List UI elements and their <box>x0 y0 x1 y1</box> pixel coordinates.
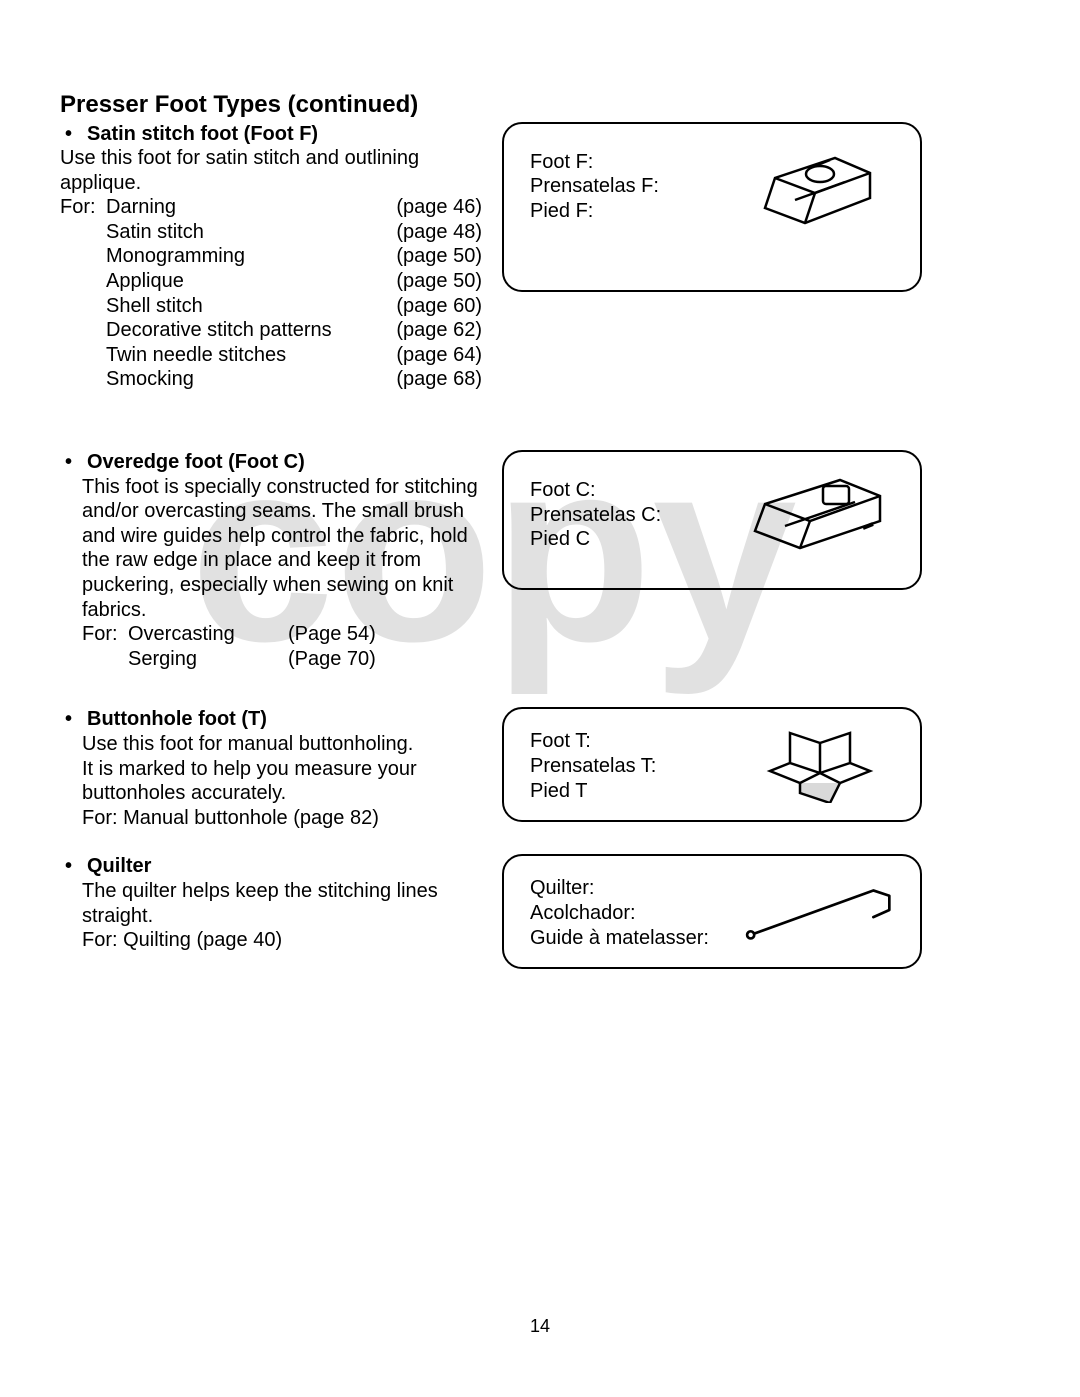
ill-label: Prensatelas C: <box>530 503 661 528</box>
illustration-box-quilter: Quilter: Acolchador: Guide à matelasser: <box>502 854 922 969</box>
for-name: Serging <box>128 647 288 672</box>
section-desc: Use this foot for satin stitch and outli… <box>60 146 482 195</box>
bullet: • <box>60 854 87 879</box>
foot-t-icon <box>760 723 880 803</box>
for-label: For: <box>60 195 106 392</box>
section-heading-satin: Satin stitch foot (Foot F) <box>87 122 318 147</box>
illustration-box-foot-f: Foot F: Prensatelas F: Pied F: <box>502 122 922 292</box>
bullet: • <box>60 450 87 475</box>
for-name: Decorative stitch patterns <box>106 318 332 343</box>
section-heading-buttonhole: Buttonhole foot (T) <box>87 707 267 732</box>
manual-page: copy Presser Foot Types (continued) • Sa… <box>0 0 1080 1397</box>
for-name: Applique <box>106 269 184 294</box>
ill-label: Acolchador: <box>530 901 709 926</box>
bullet: • <box>60 122 87 147</box>
section-desc: This foot is specially constructed for s… <box>82 475 482 623</box>
ill-label: Guide à matelasser: <box>530 926 709 951</box>
ill-label: Prensatelas F: <box>530 174 659 199</box>
ill-label: Pied F: <box>530 199 659 224</box>
illustration-box-foot-t: Foot T: Prensatelas T: Pied T <box>502 707 922 822</box>
ill-label: Pied C <box>530 527 661 552</box>
page-ref: (page 50) <box>396 244 482 269</box>
page-ref: (page 50) <box>396 269 482 294</box>
ill-label: Foot F: <box>530 150 659 175</box>
for-inline: For: Quilting (page 40) <box>82 928 482 953</box>
page-title: Presser Foot Types (continued) <box>60 90 1020 120</box>
for-name: Monogramming <box>106 244 245 269</box>
ill-label: Pied T <box>530 779 656 804</box>
page-ref: (Page 70) <box>288 647 376 672</box>
page-number: 14 <box>0 1315 1080 1337</box>
for-name: Twin needle stitches <box>106 343 286 368</box>
page-ref: (page 48) <box>396 220 482 245</box>
for-label: For: <box>82 622 128 671</box>
illustration-box-foot-c: Foot C: Prensatelas C: Pied C <box>502 450 922 590</box>
page-ref: (page 64) <box>396 343 482 368</box>
section-desc: The quilter helps keep the stitching lin… <box>82 879 482 928</box>
foot-c-icon <box>745 466 895 556</box>
for-name: Darning <box>106 195 176 220</box>
section-desc: Use this foot for manual buttonholing. I… <box>82 732 482 806</box>
for-inline: For: Manual buttonhole (page 82) <box>82 806 482 831</box>
for-name: Shell stitch <box>106 294 203 319</box>
ill-label: Quilter: <box>530 876 709 901</box>
for-name: Smocking <box>106 367 194 392</box>
bullet: • <box>60 707 87 732</box>
for-name: Overcasting <box>128 622 288 647</box>
for-name: Satin stitch <box>106 220 204 245</box>
ill-label: Foot C: <box>530 478 661 503</box>
foot-f-icon <box>750 138 890 228</box>
quilter-icon <box>740 870 900 950</box>
section-heading-overedge: Overedge foot (Foot C) <box>87 450 305 475</box>
page-ref: (page 62) <box>396 318 482 343</box>
ill-label: Foot T: <box>530 729 656 754</box>
page-ref: (page 46) <box>396 195 482 220</box>
page-ref: (page 68) <box>396 367 482 392</box>
page-ref: (Page 54) <box>288 622 376 647</box>
ill-label: Prensatelas T: <box>530 754 656 779</box>
section-heading-quilter: Quilter <box>87 854 151 879</box>
page-ref: (page 60) <box>396 294 482 319</box>
